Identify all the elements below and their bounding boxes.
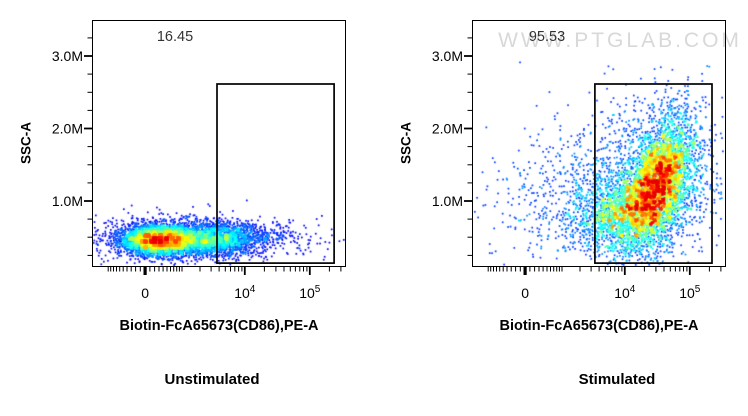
x-axis-label-right: Biotin-FcA65673(CD86),PE-A — [499, 318, 699, 334]
svg-text:2.0M: 2.0M — [432, 121, 463, 137]
gate-percentage-label-stimulated: 95.53 — [528, 29, 566, 45]
panel-caption-unstimulated: Unstimulated — [164, 371, 260, 388]
svg-text:2.0M: 2.0M — [52, 121, 83, 137]
svg-text:1.0M: 1.0M — [432, 193, 463, 209]
svg-text:105: 105 — [679, 284, 701, 301]
svg-text:0: 0 — [521, 285, 529, 301]
svg-text:104: 104 — [234, 284, 256, 301]
svg-text:105: 105 — [299, 284, 321, 301]
svg-text:104: 104 — [614, 284, 636, 301]
svg-text:3.0M: 3.0M — [52, 48, 83, 64]
gate-percentage-label-unstimulated: 16.45 — [156, 29, 194, 45]
panel-caption-stimulated: Stimulated — [578, 371, 656, 388]
svg-text:1.0M: 1.0M — [52, 193, 83, 209]
dot-plot-canvas-stimulated — [473, 21, 725, 266]
y-axis-label-left: SSC-A — [18, 121, 34, 165]
y-axis-label-right: SSC-A — [398, 121, 414, 165]
svg-text:0: 0 — [141, 285, 149, 301]
dot-plot-canvas-unstimulated — [93, 21, 345, 266]
svg-text:3.0M: 3.0M — [432, 48, 463, 64]
x-axis-label-left: Biotin-FcA65673(CD86),PE-A — [119, 318, 319, 334]
